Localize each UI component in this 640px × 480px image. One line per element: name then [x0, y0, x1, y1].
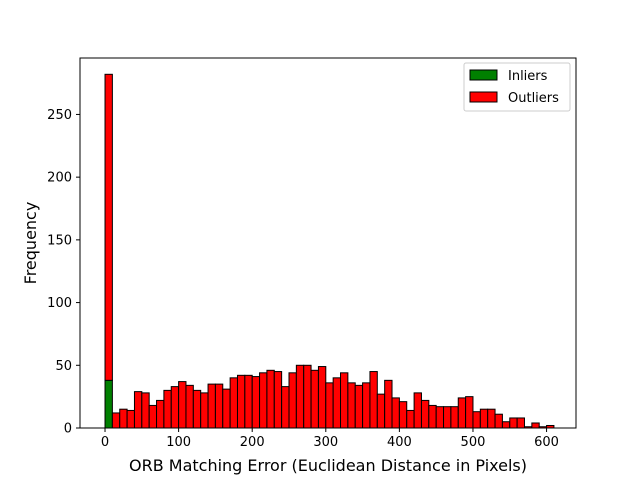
outlier-bar	[435, 406, 445, 429]
outlier-bar	[229, 377, 238, 429]
x-tick-label: 200	[240, 435, 265, 450]
outlier-bar	[317, 366, 327, 429]
outlier-bar	[413, 392, 422, 429]
bars-group	[104, 73, 555, 429]
outlier-bar	[288, 372, 297, 429]
y-tick-label: 250	[47, 108, 72, 123]
legend-label-inliers: Inliers	[508, 69, 548, 84]
outlier-bar	[332, 377, 342, 429]
outlier-bar	[295, 364, 305, 429]
outlier-bar	[340, 372, 349, 429]
y-tick-label: 100	[47, 296, 72, 311]
outlier-bar	[200, 392, 209, 429]
outlier-bar	[325, 382, 334, 429]
x-tick-label: 600	[534, 435, 559, 450]
outlier-bar	[119, 408, 128, 429]
outlier-bar	[347, 382, 356, 429]
outlier-bar	[531, 422, 540, 429]
outlier-bar	[236, 374, 246, 429]
legend-swatch-outliers	[469, 91, 498, 103]
outlier-bar	[310, 369, 319, 429]
outlier-bar	[133, 391, 143, 429]
outlier-bar	[156, 399, 165, 429]
y-tick-label: 200	[47, 171, 72, 186]
outlier-bar	[178, 381, 187, 429]
y-axis: 0 50 100 150 200 250	[47, 108, 80, 437]
legend-swatch-inliers	[469, 69, 498, 81]
outlier-bar	[376, 393, 386, 429]
outlier-bar	[104, 73, 113, 381]
x-axis: 0 100 200 300 400 500 600	[101, 428, 559, 450]
outlier-bar	[501, 421, 511, 429]
x-tick-label: 500	[461, 435, 486, 450]
legend: Inliers Outliers	[463, 62, 571, 112]
outlier-bar	[450, 406, 459, 429]
outlier-bar	[443, 406, 452, 429]
outlier-bar	[244, 374, 253, 429]
inlier-bar	[104, 379, 113, 429]
outlier-bar	[251, 376, 261, 429]
outlier-bar	[141, 392, 150, 429]
outlier-bar	[465, 396, 474, 429]
outlier-bar	[494, 413, 503, 429]
x-tick-label: 100	[166, 435, 191, 450]
outlier-bar	[259, 372, 268, 429]
outlier-bar	[472, 411, 481, 429]
x-tick-label: 300	[313, 435, 338, 450]
outlier-bar	[222, 388, 231, 429]
outlier-bar	[303, 364, 312, 429]
outlier-bar	[516, 417, 525, 429]
outlier-bar	[384, 379, 393, 429]
outlier-bar	[369, 371, 378, 429]
outlier-bar	[207, 383, 216, 429]
y-tick-label: 0	[64, 422, 72, 437]
outlier-bar	[398, 401, 408, 429]
y-tick-label: 150	[47, 233, 72, 248]
y-axis-label: Frequency	[21, 202, 40, 285]
outlier-bar	[354, 384, 364, 429]
outlier-bar	[391, 397, 400, 429]
outlier-bar	[163, 389, 172, 429]
outlier-bar	[428, 404, 437, 429]
outlier-bar	[148, 404, 158, 429]
plot-frame	[79, 57, 577, 429]
outlier-bar	[214, 383, 224, 429]
outlier-bar	[281, 386, 290, 429]
x-tick-label: 0	[101, 435, 109, 450]
outlier-bar	[362, 382, 371, 429]
outlier-bar	[479, 408, 489, 429]
outlier-bar	[170, 386, 180, 429]
outlier-bar	[406, 409, 415, 429]
outlier-bar	[487, 408, 496, 429]
outlier-bar	[266, 369, 275, 429]
y-tick-label: 50	[55, 359, 72, 374]
outlier-bar	[457, 397, 467, 429]
x-tick-label: 400	[387, 435, 412, 450]
outlier-bar	[420, 399, 430, 429]
legend-label-outliers: Outliers	[508, 91, 559, 106]
x-axis-label: ORB Matching Error (Euclidean Distance i…	[129, 456, 527, 475]
outlier-bar	[192, 389, 202, 429]
outlier-bar	[509, 417, 518, 429]
outlier-bar	[126, 409, 135, 429]
outlier-bar	[111, 412, 121, 429]
outlier-bar	[185, 384, 194, 429]
outlier-bar	[273, 371, 283, 429]
